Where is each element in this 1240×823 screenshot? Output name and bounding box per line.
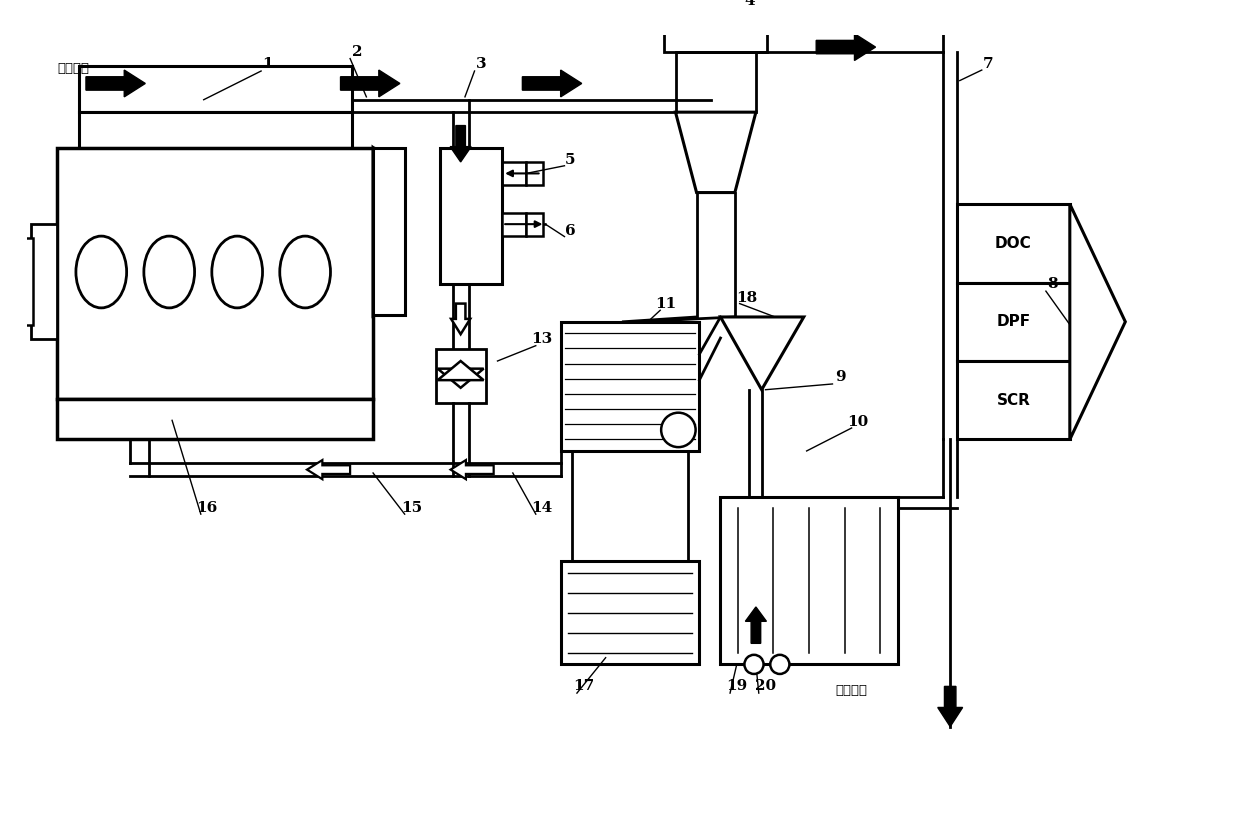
- Text: 17: 17: [573, 680, 594, 694]
- Ellipse shape: [144, 236, 195, 308]
- Circle shape: [744, 655, 764, 674]
- Polygon shape: [450, 126, 471, 162]
- Bar: [665, 30, 768, 52]
- Text: 8: 8: [1048, 277, 1058, 291]
- Text: 2: 2: [352, 45, 362, 59]
- Bar: [79, 112, 352, 147]
- Text: 20: 20: [755, 680, 776, 694]
- Bar: [720, 497, 898, 664]
- Text: 10: 10: [847, 416, 868, 430]
- Text: 11: 11: [655, 296, 677, 310]
- Text: SCR: SCR: [997, 393, 1030, 407]
- Text: 5: 5: [565, 153, 575, 167]
- Text: 19: 19: [727, 680, 748, 694]
- Text: DOC: DOC: [994, 235, 1032, 251]
- Bar: [502, 162, 526, 185]
- Ellipse shape: [212, 236, 263, 308]
- Polygon shape: [438, 361, 484, 380]
- Polygon shape: [373, 147, 404, 315]
- Bar: [373, 147, 404, 315]
- Text: 高温废气: 高温废气: [57, 62, 89, 75]
- Bar: [560, 322, 699, 451]
- Text: 低温空气: 低温空气: [836, 684, 867, 697]
- Bar: [440, 147, 502, 285]
- Circle shape: [770, 655, 790, 674]
- Text: 13: 13: [531, 332, 552, 346]
- Polygon shape: [451, 304, 470, 334]
- Polygon shape: [86, 70, 145, 97]
- Text: 15: 15: [401, 501, 422, 515]
- Bar: [25, 239, 33, 324]
- Bar: [436, 349, 486, 403]
- Polygon shape: [745, 607, 766, 644]
- Text: 9: 9: [835, 370, 846, 384]
- Text: DPF: DPF: [996, 314, 1030, 329]
- Text: 6: 6: [565, 224, 575, 238]
- Text: 14: 14: [531, 501, 552, 515]
- Bar: [502, 212, 526, 235]
- Polygon shape: [522, 70, 582, 97]
- Text: 1: 1: [263, 58, 273, 72]
- Bar: [57, 147, 373, 399]
- Ellipse shape: [76, 236, 126, 308]
- Polygon shape: [676, 112, 756, 193]
- Polygon shape: [450, 460, 494, 479]
- Bar: [526, 212, 543, 235]
- Text: 18: 18: [735, 291, 756, 305]
- Bar: [957, 282, 1070, 361]
- Polygon shape: [308, 460, 350, 479]
- Bar: [526, 162, 543, 185]
- Polygon shape: [720, 317, 804, 390]
- Text: 3: 3: [476, 58, 486, 72]
- Text: 4: 4: [744, 0, 754, 8]
- Circle shape: [661, 412, 696, 447]
- Bar: [560, 561, 699, 664]
- Bar: [79, 66, 352, 112]
- Polygon shape: [438, 369, 484, 388]
- Polygon shape: [820, 7, 877, 34]
- Polygon shape: [816, 34, 875, 60]
- Polygon shape: [937, 686, 962, 727]
- Bar: [57, 399, 373, 439]
- Polygon shape: [341, 70, 399, 97]
- Bar: [31, 224, 57, 339]
- Polygon shape: [1070, 204, 1126, 439]
- Bar: [957, 361, 1070, 439]
- Bar: [957, 204, 1070, 282]
- Ellipse shape: [280, 236, 331, 308]
- Text: 16: 16: [196, 501, 217, 515]
- Text: 7: 7: [983, 58, 993, 72]
